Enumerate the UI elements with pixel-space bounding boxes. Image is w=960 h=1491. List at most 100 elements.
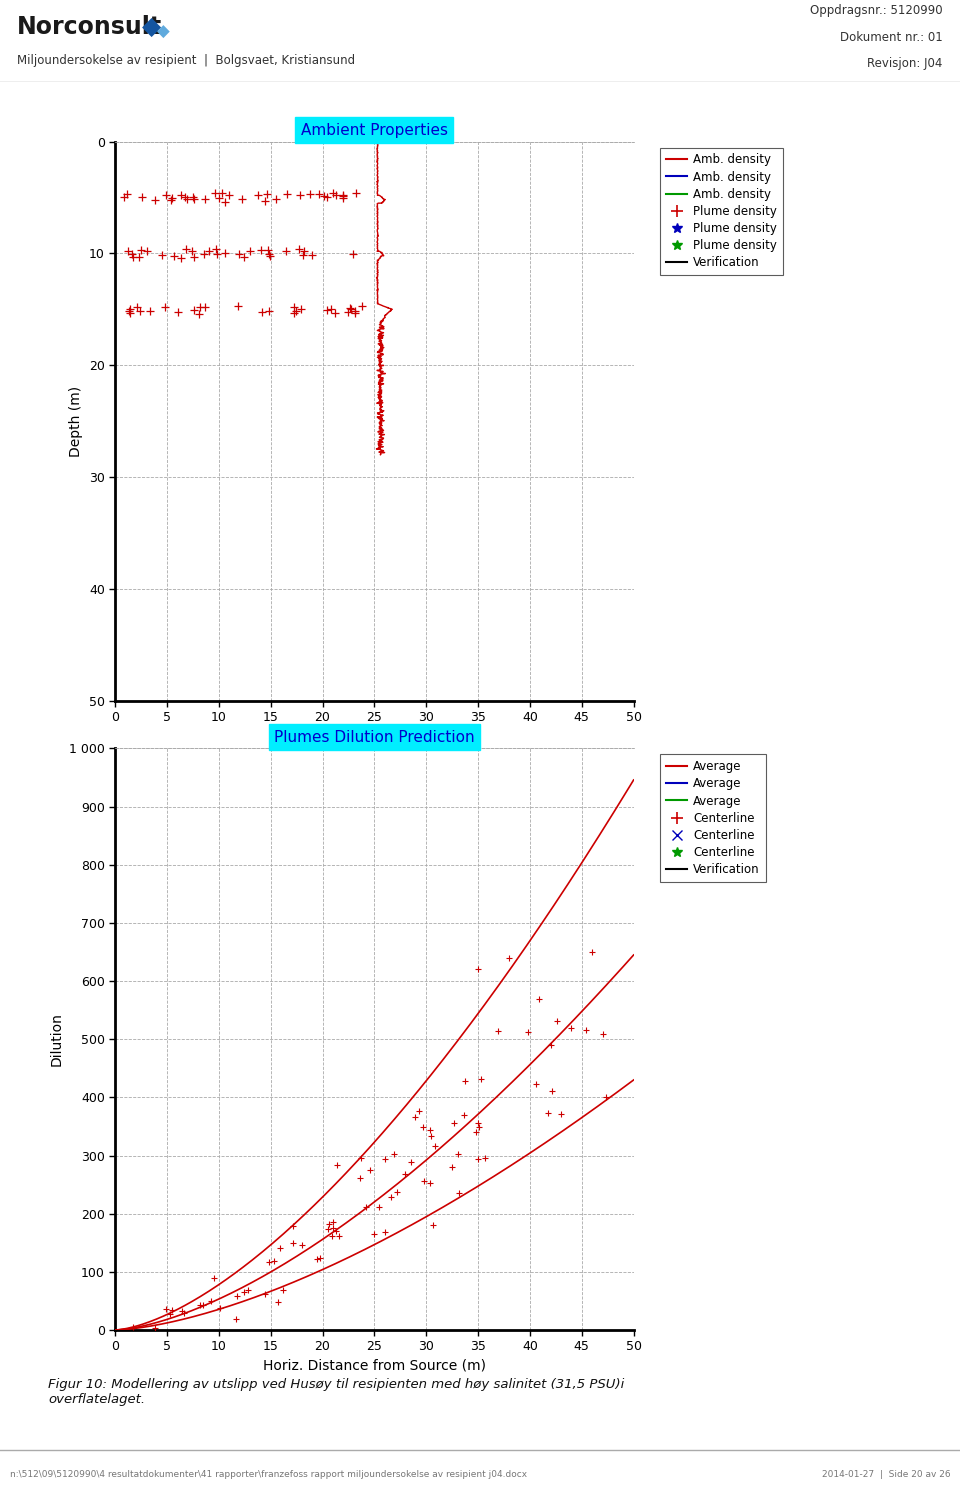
Point — [263, 245, 278, 268]
Point — [358, 1196, 373, 1220]
Point — [403, 1150, 419, 1173]
Point — [132, 245, 147, 268]
Point — [416, 1115, 431, 1139]
Point — [331, 1224, 347, 1248]
Point — [285, 1230, 300, 1254]
Point — [215, 182, 230, 206]
Text: ◆: ◆ — [142, 15, 161, 39]
Point — [195, 1293, 210, 1317]
Point — [470, 957, 486, 981]
Legend: Average, Average, Average, Centerline, Centerline, Centerline, Verification: Average, Average, Average, Centerline, C… — [660, 754, 766, 883]
Point — [309, 1246, 324, 1270]
Y-axis label: Depth (m): Depth (m) — [69, 386, 84, 456]
Point — [446, 1111, 462, 1135]
Point — [295, 243, 310, 267]
Point — [335, 185, 350, 209]
Point — [312, 182, 327, 206]
Point — [186, 298, 202, 322]
Point — [178, 185, 193, 209]
Point — [157, 295, 173, 319]
Point — [389, 1179, 404, 1203]
Point — [202, 240, 217, 264]
Point — [354, 294, 370, 318]
Point — [206, 1266, 222, 1290]
Text: 2014-01-27  |  Side 20 av 26: 2014-01-27 | Side 20 av 26 — [822, 1470, 950, 1479]
Point — [122, 301, 137, 325]
Point — [553, 1102, 568, 1126]
Point — [218, 189, 233, 213]
Point — [164, 1297, 180, 1321]
Point — [120, 239, 135, 262]
Point — [343, 297, 358, 321]
Point — [217, 242, 232, 265]
Point — [240, 1278, 255, 1302]
Point — [578, 1018, 593, 1042]
Point — [396, 1161, 412, 1185]
Point — [186, 188, 202, 212]
Point — [377, 1220, 393, 1243]
Point — [325, 182, 341, 206]
Point — [450, 1142, 466, 1166]
Point — [319, 298, 334, 322]
Point — [143, 298, 158, 322]
Point — [302, 182, 318, 206]
Point — [231, 242, 247, 265]
Point — [180, 188, 195, 212]
Point — [121, 300, 136, 324]
Point — [363, 1157, 378, 1181]
Point — [261, 239, 276, 262]
Point — [229, 1284, 245, 1308]
Point — [329, 1153, 345, 1176]
Point — [177, 1300, 192, 1324]
Point — [184, 239, 200, 262]
Point — [173, 183, 188, 207]
Point — [208, 237, 224, 261]
Point — [425, 1212, 441, 1236]
Point — [321, 1212, 336, 1236]
Point — [325, 1215, 341, 1239]
Point — [598, 1085, 613, 1109]
Text: Norconsult: Norconsult — [17, 15, 162, 39]
Point — [471, 1115, 487, 1139]
Point — [276, 1278, 291, 1302]
Point — [473, 1066, 489, 1090]
Point — [254, 300, 270, 324]
Text: n:\512\09\5120990\4 resultatdokumenter\41 rapporter\franzefoss rapport miljounde: n:\512\09\5120990\4 resultatdokumenter\4… — [10, 1470, 527, 1479]
Point — [532, 987, 547, 1011]
Point — [367, 1223, 382, 1246]
Point — [211, 186, 227, 210]
Point — [540, 1102, 556, 1126]
Point — [134, 185, 150, 209]
Point — [164, 186, 180, 210]
Point — [320, 1217, 335, 1241]
Point — [250, 183, 265, 207]
Point — [196, 243, 211, 267]
Point — [228, 1308, 244, 1331]
Point — [293, 297, 308, 321]
Point — [383, 1185, 398, 1209]
Point — [292, 237, 307, 261]
Point — [285, 1214, 300, 1238]
Point — [323, 297, 338, 321]
Point — [155, 243, 170, 267]
Point — [341, 300, 356, 324]
Point — [209, 242, 225, 265]
Point — [286, 295, 301, 319]
Legend: Amb. density, Amb. density, Amb. density, Plume density, Plume density, Plume de: Amb. density, Amb. density, Amb. density… — [660, 148, 783, 276]
Point — [543, 1033, 559, 1057]
Point — [470, 1111, 486, 1135]
Point — [422, 1118, 438, 1142]
Point — [126, 1315, 141, 1339]
Point — [336, 186, 351, 210]
Point — [253, 239, 269, 262]
Point — [348, 182, 364, 206]
Point — [490, 1018, 505, 1042]
Point — [116, 185, 132, 209]
Point — [242, 240, 257, 264]
Point — [343, 297, 358, 321]
Point — [126, 245, 141, 268]
Point — [549, 1009, 564, 1033]
Point — [371, 1194, 386, 1218]
Point — [236, 1279, 252, 1303]
Point — [125, 242, 140, 265]
